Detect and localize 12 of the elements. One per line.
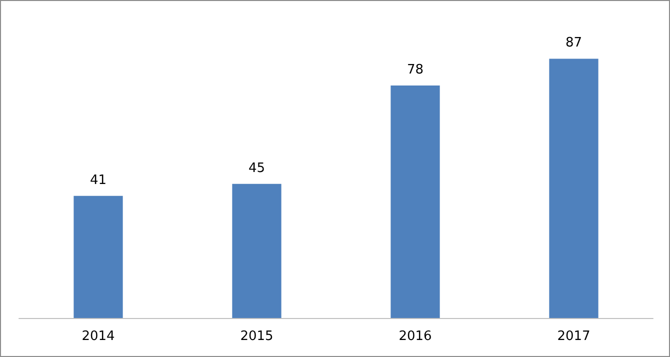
bar [390, 86, 440, 318]
x-tick-label: 2017 [557, 329, 590, 344]
bar [549, 58, 598, 318]
bar [232, 184, 282, 318]
data-label: 87 [565, 36, 582, 51]
bar [74, 196, 123, 318]
data-label: 41 [90, 172, 107, 188]
x-tick-label: 2016 [398, 329, 432, 344]
x-tick-label: 2015 [240, 329, 274, 344]
data-label: 78 [406, 62, 424, 78]
data-label: 45 [248, 160, 266, 176]
x-tick-label: 2014 [82, 329, 115, 344]
